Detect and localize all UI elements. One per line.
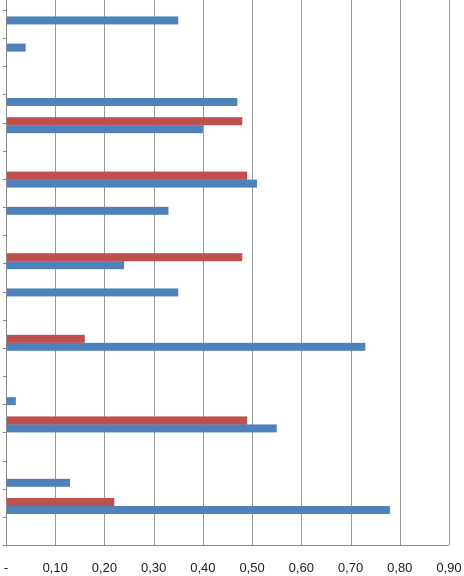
bar-series-2 [6,498,115,506]
x-tick-label: 0,40 [190,560,215,575]
bar-series-1 [6,179,258,188]
bar-series-2 [6,171,248,180]
bar-series-1 [6,261,125,270]
bar-series-1 [6,206,169,215]
x-tick-label: 0,70 [338,560,363,575]
bar-series-1 [6,98,238,106]
x-tick-labels: - 0,10 0,20 0,30 0,40 0,50 0,60 0,70 0,80 0,90 [4,560,462,575]
bar-series-1 [6,125,203,134]
bar-series-1 [6,478,70,487]
bar-series [6,16,390,514]
axes [3,0,449,546]
bar-series-1 [6,43,26,52]
x-tick-label: - [4,560,8,575]
bar-series-2 [6,117,243,126]
x-tick-label: 0,60 [289,560,314,575]
bar-series-2 [6,253,243,262]
bar-series-1 [6,424,277,433]
x-tick-label: 0,20 [92,560,117,575]
bar-series-1 [6,506,390,514]
x-tick-label: 0,80 [387,560,412,575]
bar-series-2 [6,416,248,425]
gridlines [6,0,450,545]
bar-series-1 [6,16,179,25]
bar-series-1 [6,288,179,297]
bar-series-1 [6,342,366,351]
x-tick-label: 0,30 [141,560,166,575]
bar-series-1 [6,397,16,406]
bar-series-2 [6,334,85,343]
x-tick-label: 0,10 [43,560,68,575]
x-tick-label: 0,90 [436,560,461,575]
x-tick-label: 0,50 [239,560,264,575]
